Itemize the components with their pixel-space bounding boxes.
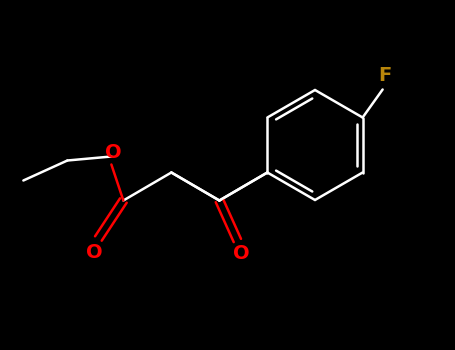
Text: F: F bbox=[378, 66, 391, 85]
Text: O: O bbox=[105, 143, 121, 162]
Text: O: O bbox=[86, 243, 103, 262]
Text: O: O bbox=[233, 244, 250, 263]
